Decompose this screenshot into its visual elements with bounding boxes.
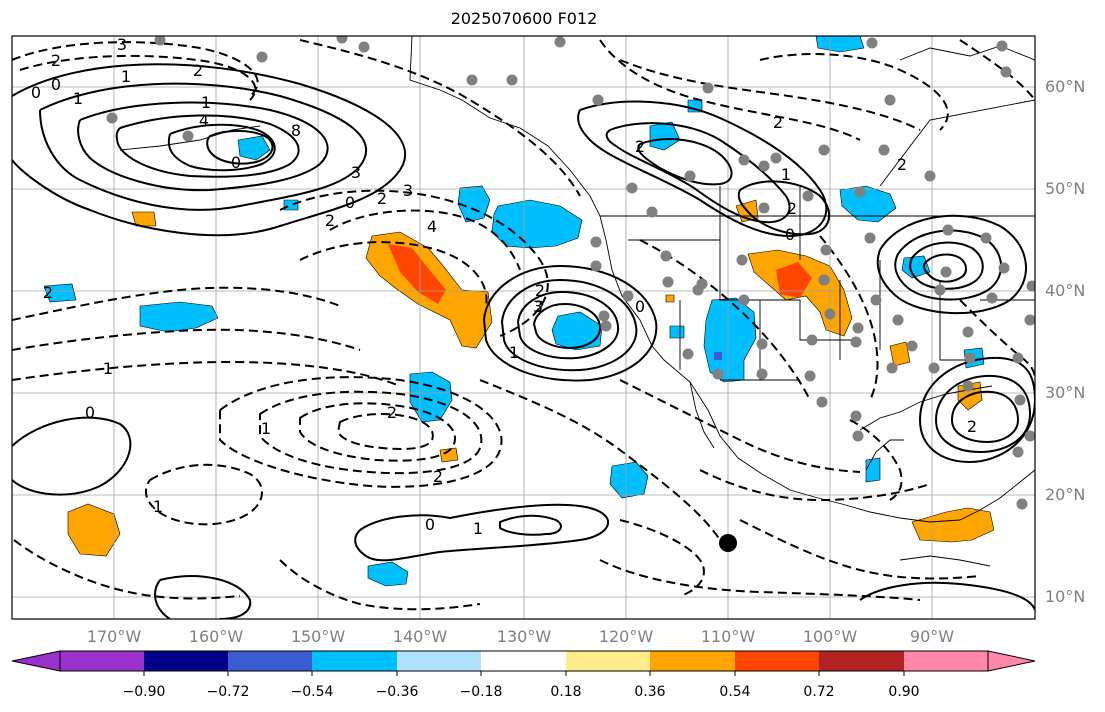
contour-label: 0 [345,193,355,212]
colorbar-swatch [228,651,312,671]
colorbar-tick-label: 0.54 [719,684,751,700]
lon-label: 170°W [86,627,142,646]
contour-label: 8 [291,121,301,140]
contour-label: 0 [785,225,795,244]
lon-label: 90°W [909,627,955,646]
contour-label: 1 [153,497,163,516]
contour-label: 1 [509,343,519,362]
colorbar-swatch [312,651,397,671]
contour-label: 0 [31,83,41,102]
colorbar-tick-label: −0.54 [290,684,334,700]
graticule [12,36,1035,619]
lat-label: 10°N [1045,587,1086,606]
lon-label: 160°W [188,627,244,646]
colorbar-swatch [735,651,819,671]
lon-label: 110°W [700,627,756,646]
contour-label: 1 [73,89,83,108]
contour-label: 2 [535,297,545,316]
contour-label: 2 [433,467,443,486]
contour-label: 2 [51,51,61,70]
colorbar-tick-label: 0.18 [550,684,582,700]
contour-label: 2 [387,403,397,422]
colorbar-tick-label: −0.18 [459,684,503,700]
contour-label: 4 [427,217,437,236]
colorbar-swatch [481,651,566,671]
colorbar-swatch [144,651,228,671]
lon-label: 120°W [598,627,654,646]
colorbar [11,650,1036,676]
contour-label: 2 [535,281,545,300]
contour-label: 2 [787,199,797,218]
colorbar-swatch [397,651,481,671]
contour-label: 2 [967,417,977,436]
contour-label: 2 [773,113,783,132]
lon-label: 140°W [392,627,448,646]
colorbar-swatch [60,651,144,671]
colorbar-swatch [566,651,650,671]
lat-label: 40°N [1045,281,1086,300]
map-content: 3 2 0 1 2 1 0 1 4 8 0 3 2 0 2 3 4 2 2 1 … [12,35,1035,619]
contour-label: 2 [43,283,53,302]
lon-label: 130°W [496,627,552,646]
contour-label: 2 [377,189,387,208]
contour-label: 3 [533,297,543,316]
lat-label: 30°N [1045,383,1086,402]
contour-label: 1 [121,67,131,86]
colorbar-swatch [650,651,735,671]
colorbar-high-extension [987,650,1036,672]
contour-label: 2 [635,137,645,156]
colorbar-tick-label: −0.72 [206,684,250,700]
positive-shading [67,199,995,557]
contour-label: 2 [193,61,203,80]
contour-label: 3 [351,163,361,182]
colorbar-tick-label: −0.90 [122,684,166,700]
colorbar-low-extension [11,650,61,672]
contour-labels: 3 2 0 1 2 1 0 1 4 8 0 3 2 0 2 3 4 2 2 1 … [31,35,977,538]
contour-label: 1 [261,419,271,438]
contour-label: 1 [781,165,791,184]
contour-label: 4 [199,111,209,130]
lat-label: 20°N [1045,485,1086,504]
contour-label: 0 [231,153,241,172]
contour-label: 0 [85,403,95,422]
lat-label: 50°N [1045,179,1086,198]
contour-label: 1 [103,359,113,378]
contour-label: 2 [325,211,335,230]
contour-label: 1 [201,93,211,112]
contour-label: 0 [51,75,61,94]
contour-label: 1 [473,519,483,538]
map-title: 2025070600 F012 [450,9,598,28]
colorbar-tick-label: 0.36 [634,684,666,700]
station-markers [106,36,1035,510]
map-frame [11,35,1036,620]
location-marker [719,534,737,552]
dashed-contours [12,39,1035,611]
contour-label: 3 [117,35,127,54]
colorbar-tick-label: 0.72 [803,684,835,700]
colorbar-tick-label: 0.90 [888,684,920,700]
contour-label: 0 [425,515,435,534]
colorbar-swatch [904,651,988,671]
contour-label: 3 [403,181,413,200]
solid-contours [12,63,1035,619]
contour-label: 0 [635,297,645,316]
colorbar-swatch [819,651,904,671]
contour-label: 2 [897,155,907,174]
lon-label: 100°W [802,627,858,646]
lon-label: 150°W [290,627,346,646]
lat-label: 60°N [1045,77,1086,96]
colorbar-tick-label: −0.36 [375,684,419,700]
